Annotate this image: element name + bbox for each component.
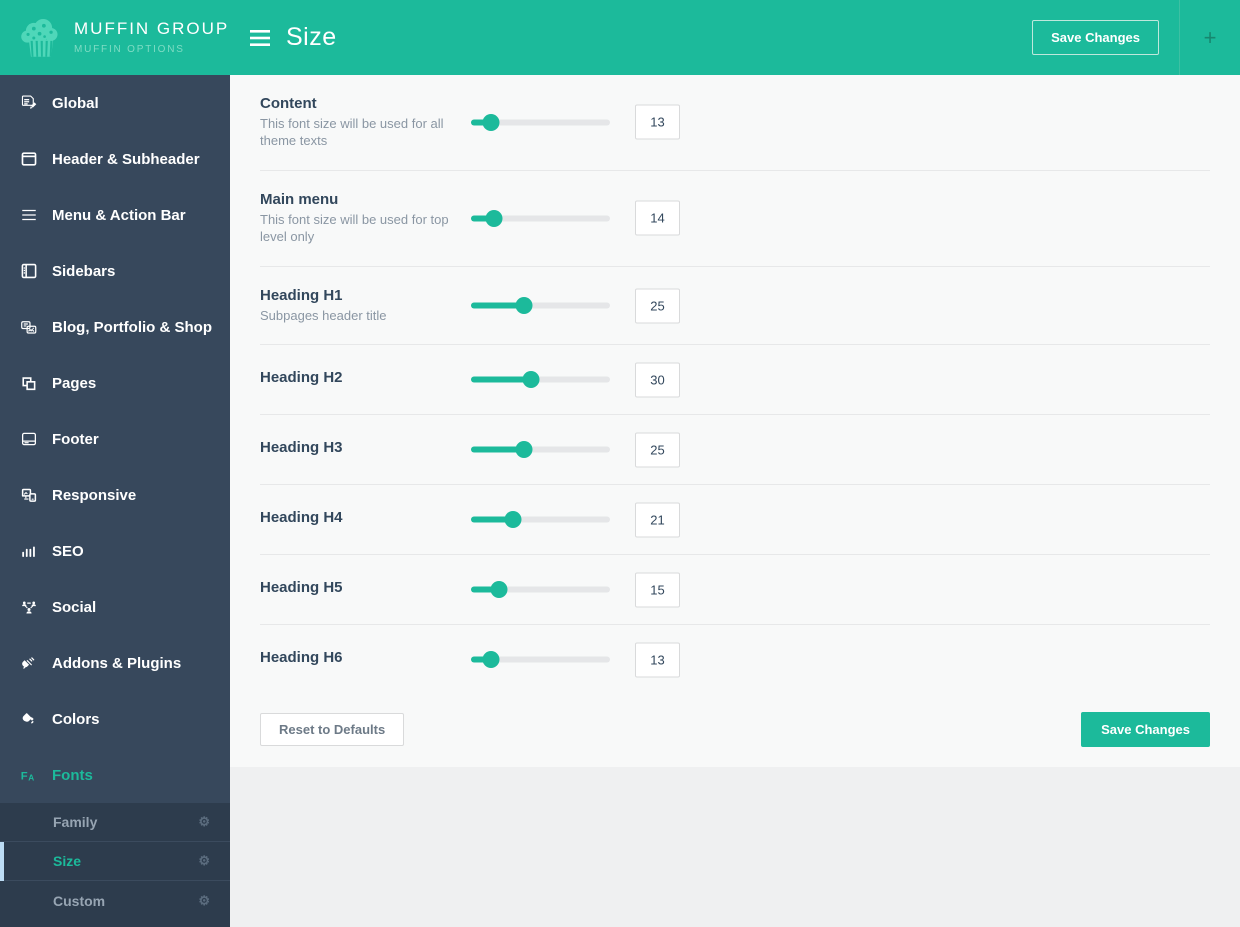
svg-text:F: F xyxy=(21,771,28,783)
svg-text:A: A xyxy=(28,773,34,782)
